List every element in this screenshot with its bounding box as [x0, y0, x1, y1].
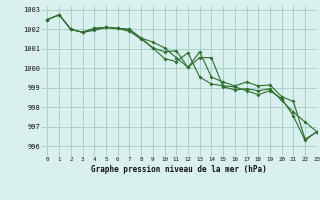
X-axis label: Graphe pression niveau de la mer (hPa): Graphe pression niveau de la mer (hPa) — [91, 165, 267, 174]
